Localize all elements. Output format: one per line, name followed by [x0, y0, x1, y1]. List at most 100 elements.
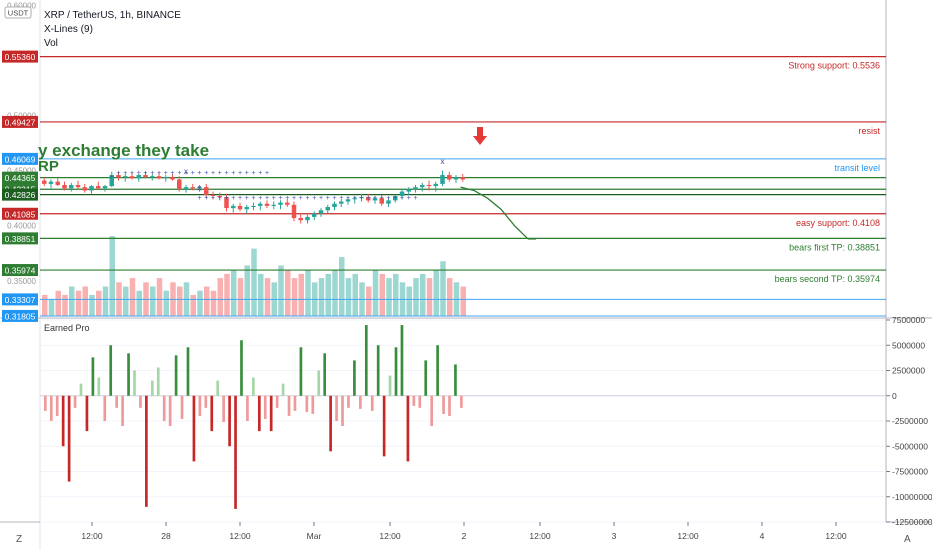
zoom-corner-left[interactable]: Z: [16, 534, 23, 545]
osc-bar: [180, 395, 184, 419]
xline-upper-marker: +: [116, 170, 120, 177]
volume-bar: [156, 278, 163, 316]
volume-bar: [109, 236, 115, 316]
osc-bar: [370, 395, 374, 411]
candle-body: [258, 203, 263, 206]
candle-body: [55, 181, 60, 185]
candle-body: [325, 206, 330, 211]
volume-bar: [210, 290, 217, 316]
osc-bar: [317, 370, 321, 396]
volume-bar: [393, 273, 399, 316]
xline-upper-marker: +: [218, 170, 222, 177]
osc-bar: [246, 395, 249, 421]
osc-bar: [44, 395, 47, 411]
candle-body: [48, 181, 54, 184]
volume-indicator-label[interactable]: Vol: [44, 38, 58, 49]
xline-lower-marker: +: [413, 195, 417, 202]
price-scale-label: 0.45000: [7, 167, 36, 176]
chart-legend: XRP / TetherUS, 1h, BINANCE X-Lines (9) …: [44, 9, 181, 51]
candle-body: [75, 184, 81, 188]
volume-bar: [285, 269, 291, 316]
xline-lower-marker: +: [380, 195, 384, 202]
volume-bar: [82, 286, 88, 316]
xline-upper-marker: +: [197, 170, 201, 177]
xline-lower-marker: +: [339, 195, 343, 202]
osc-scale-label: 7500000: [892, 315, 925, 325]
volume-bar: [102, 286, 109, 316]
osc-bar: [216, 380, 220, 396]
candle-body: [433, 183, 438, 187]
xline-cross-marker: x: [184, 167, 188, 176]
osc-bar: [257, 395, 261, 432]
osc-bar: [430, 395, 434, 427]
osc-bar: [293, 395, 297, 411]
xlines-indicator-label[interactable]: X-Lines (9): [44, 24, 93, 35]
xline-lower-marker: +: [346, 195, 350, 202]
osc-bar: [442, 395, 445, 414]
symbol-title[interactable]: XRP / TetherUS, 1h, BINANCE: [44, 10, 181, 21]
time-axis-label: 3: [612, 531, 617, 541]
osc-bar: [394, 347, 398, 396]
level-price-badge: [2, 293, 38, 306]
osc-bar: [329, 395, 332, 452]
candle-body: [339, 201, 344, 204]
down-arrow-shaft: [477, 127, 483, 136]
xline-upper-marker: +: [258, 170, 262, 177]
volume-bar: [224, 273, 230, 316]
xline-lower-marker: +: [400, 195, 404, 202]
osc-bar: [222, 395, 225, 423]
osc-bar: [400, 325, 404, 396]
xline-lower-marker: +: [326, 195, 330, 202]
osc-bar: [335, 395, 338, 421]
candle-body: [69, 184, 74, 189]
xline-upper-marker: +: [265, 170, 269, 177]
candle-body: [129, 176, 135, 179]
candle-body: [345, 199, 351, 202]
osc-bar: [388, 375, 392, 396]
candle-body: [386, 200, 391, 204]
candle-body: [271, 204, 276, 206]
xline-upper-marker: +: [204, 170, 208, 177]
osc-bar: [133, 370, 136, 396]
level-price-badge-text: 0.42826: [5, 190, 36, 200]
level-price-badge-text: 0.46069: [5, 154, 36, 164]
osc-bar: [162, 395, 166, 421]
osc-bar: [150, 380, 154, 396]
volume-bar: [136, 290, 142, 316]
time-axis-label: Mar: [307, 531, 322, 541]
xline-lower-marker: +: [393, 195, 397, 202]
level-price-badge: [2, 264, 38, 277]
level-price-badge: [2, 171, 38, 184]
candle-body: [62, 184, 67, 189]
osc-bar: [174, 355, 178, 396]
osc-bar: [347, 395, 350, 408]
volume-bar: [278, 265, 284, 316]
projection-curve[interactable]: [460, 186, 529, 240]
xline-cross-marker: x: [441, 157, 445, 166]
time-axis-label: 12:00: [229, 531, 251, 541]
candle-body: [460, 177, 465, 180]
osc-bar: [228, 395, 231, 447]
volume-bar: [366, 286, 372, 316]
rp-annotation-text[interactable]: RP: [38, 158, 59, 175]
exchange-annotation-text[interactable]: y exchange they take: [38, 141, 210, 160]
osc-bar: [145, 395, 148, 507]
level-label: bears second TP: 0.35974: [775, 274, 880, 284]
osc-bar: [364, 325, 368, 396]
time-axis-label: 12:00: [379, 531, 401, 541]
osc-scale-label: 2500000: [892, 366, 925, 376]
osc-bar: [55, 395, 59, 416]
auto-scale-corner[interactable]: A: [904, 534, 911, 545]
osc-bar: [424, 360, 428, 396]
osc-title: Earned Pro: [44, 323, 90, 333]
osc-bar: [311, 395, 315, 414]
level-price-badge: [2, 309, 38, 322]
xline-lower-marker: +: [251, 195, 255, 202]
volume-bar: [190, 294, 196, 316]
xline-lower-marker: +: [373, 195, 377, 202]
xline-upper-marker: +: [177, 170, 181, 177]
osc-bar: [281, 383, 285, 396]
volume-bar: [447, 278, 453, 316]
candle-body: [291, 204, 297, 219]
